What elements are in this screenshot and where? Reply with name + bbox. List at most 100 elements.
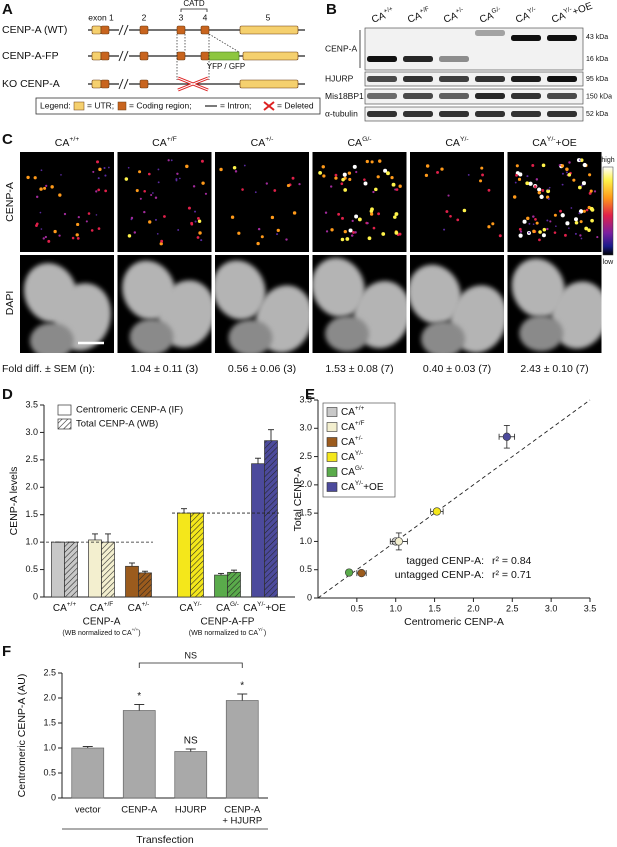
- image-bg: [312, 152, 407, 252]
- spot: [574, 221, 579, 225]
- spot: [480, 166, 484, 170]
- spot: [257, 227, 261, 231]
- spot: [276, 228, 280, 233]
- spot: [170, 159, 173, 162]
- spot: [394, 212, 399, 216]
- spot: [350, 234, 354, 237]
- spot: [291, 176, 295, 180]
- legend-label: Centromeric CENP-A (IF): [76, 405, 183, 416]
- spot: [292, 211, 297, 215]
- lane-label: CA+/F: [406, 5, 433, 25]
- legend-swatch: [326, 452, 338, 462]
- spot: [124, 177, 129, 181]
- spot: [357, 217, 362, 222]
- spot: [342, 172, 347, 177]
- nucleus: [519, 315, 564, 352]
- exon: [91, 51, 102, 61]
- spot: [127, 234, 132, 238]
- spot: [348, 177, 352, 182]
- x-tick-label: CAY/-+OE: [243, 601, 286, 614]
- spot: [532, 223, 535, 226]
- spot: [194, 220, 197, 223]
- spot: [561, 172, 564, 175]
- x-tick-label: CENP-A: [224, 805, 261, 816]
- y-tick-label: 2.5: [299, 451, 312, 461]
- spot: [538, 238, 541, 242]
- spot: [352, 164, 357, 169]
- band: [403, 93, 433, 99]
- lane-label: CA+/-: [442, 6, 467, 26]
- spot: [565, 171, 568, 174]
- spot: [537, 190, 541, 195]
- spot: [528, 231, 530, 234]
- spot: [581, 181, 586, 186]
- spot: [35, 224, 38, 227]
- spot: [515, 164, 519, 168]
- spot: [367, 236, 372, 241]
- spot: [179, 177, 181, 180]
- spot: [533, 185, 537, 188]
- spot: [515, 173, 518, 177]
- spot: [107, 166, 110, 169]
- spot: [570, 207, 573, 209]
- spot: [230, 215, 235, 219]
- text-sup: +/+: [132, 627, 139, 632]
- spot: [560, 164, 565, 168]
- text-base: CA: [128, 603, 142, 614]
- spot: [528, 222, 531, 225]
- y-axis-label: Centromeric CENP-A (AU): [16, 674, 28, 798]
- colorbar: [602, 166, 614, 256]
- spot: [369, 212, 374, 216]
- panel-letter: F: [2, 643, 11, 660]
- spot: [370, 160, 374, 164]
- y-tick-label: 1.5: [43, 717, 56, 727]
- band: [403, 76, 433, 82]
- lane-label: CAY/-: [514, 6, 539, 26]
- spot: [518, 233, 523, 238]
- spot: [565, 167, 569, 171]
- exon: [200, 51, 210, 61]
- spot: [555, 225, 557, 228]
- cenpa-image: [410, 152, 504, 252]
- nucleus: [228, 319, 273, 353]
- spot: [534, 218, 537, 221]
- guide: [208, 33, 240, 53]
- spot: [254, 191, 257, 194]
- spot: [157, 181, 160, 184]
- band: [547, 76, 577, 82]
- cenpa-image: [20, 152, 114, 252]
- group-label: CENP-A-FP: [201, 617, 255, 628]
- blot: [364, 27, 584, 71]
- break-mark: [123, 24, 129, 36]
- dapi-image: [117, 255, 212, 353]
- spot: [576, 158, 581, 163]
- spot: [372, 226, 376, 230]
- spot: [374, 187, 378, 192]
- text-sup: Y/-: [257, 601, 265, 608]
- spot: [481, 173, 484, 177]
- break-gap: [119, 27, 129, 33]
- x-tick-label: 0.5: [351, 603, 364, 613]
- spot: [276, 233, 279, 236]
- band: [511, 111, 541, 117]
- text-base: CA: [341, 407, 355, 418]
- column-label: CA+/F: [152, 136, 177, 149]
- text-sup: +/-: [142, 601, 150, 608]
- error-bar: [255, 457, 261, 464]
- spot: [574, 232, 577, 235]
- spot: [138, 170, 142, 174]
- text-sup: +/-: [455, 6, 465, 15]
- spot: [565, 221, 570, 226]
- spot: [547, 197, 550, 200]
- fold-value: 2.43 ± 0.10 (7): [520, 363, 588, 375]
- spot: [354, 214, 359, 219]
- text-base: CA: [341, 437, 355, 448]
- text-base: CA: [179, 603, 193, 614]
- text-sup: +/+: [67, 601, 77, 608]
- gene-label: KO CENP-A: [2, 78, 60, 90]
- spot: [343, 188, 348, 192]
- exon: [139, 25, 149, 35]
- panel-letter: D: [2, 386, 13, 403]
- spot: [147, 172, 151, 176]
- spot: [127, 166, 130, 169]
